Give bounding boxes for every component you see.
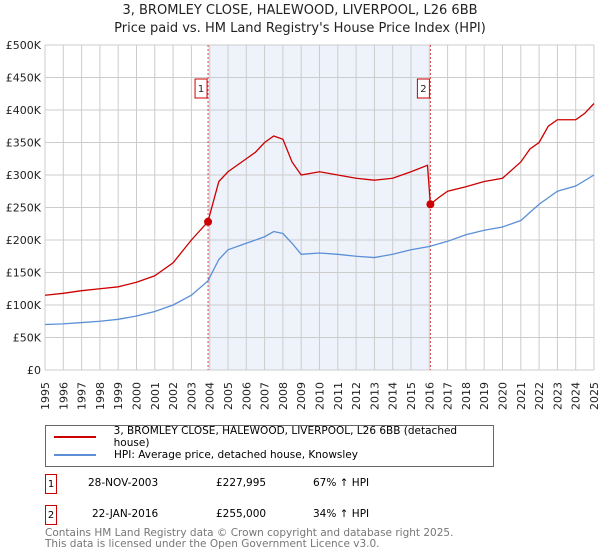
transaction-date: 28-NOV-2003: [88, 477, 159, 489]
y-tick-label: £100K: [6, 299, 42, 312]
transaction-row: 1 28-NOV-2003 £227,995 67% ↑ HPI: [45, 474, 445, 494]
x-tick-label: 2023: [551, 382, 564, 410]
sale-point: [426, 200, 435, 209]
x-tick-label: 2011: [332, 382, 345, 410]
x-tick-label: 2012: [350, 382, 363, 410]
y-tick-label: £250K: [6, 202, 42, 215]
transaction-date: 22-JAN-2016: [92, 508, 159, 520]
y-tick-label: £200K: [6, 234, 42, 247]
x-tick-label: 2008: [277, 382, 290, 410]
x-tick-label: 1997: [76, 382, 89, 410]
x-tick-label: 2007: [259, 382, 272, 410]
x-tick-label: 2022: [533, 382, 546, 410]
series-line-hpi: [44, 174, 595, 326]
x-tick-label: 2014: [387, 382, 400, 410]
footer-line: Contains HM Land Registry data © Crown c…: [45, 527, 454, 539]
x-tick-label: 2003: [185, 382, 198, 410]
sale-point: [204, 217, 213, 226]
x-tick-label: 2002: [167, 382, 180, 410]
x-tick-label: 2015: [405, 382, 418, 410]
x-tick-label: 2017: [442, 382, 455, 410]
transaction-hpi: 34% ↑ HPI: [313, 508, 370, 520]
x-tick-label: 2001: [149, 382, 162, 410]
y-tick-label: £150K: [6, 267, 42, 280]
legend-item-hpi: HPI: Average price, detached house, Know…: [54, 447, 358, 463]
x-tick-label: 1999: [112, 382, 125, 410]
x-tick-label: 2006: [240, 382, 253, 410]
x-tick-label: 2016: [423, 382, 436, 410]
x-tick-label: 2024: [570, 382, 583, 410]
legend-label: 3, BROMLEY CLOSE, HALEWOOD, LIVERPOOL, L…: [113, 425, 458, 449]
x-tick-label: 1995: [39, 382, 52, 410]
marker-badge: 1: [45, 474, 57, 494]
marker-badge-label: 1: [198, 84, 204, 95]
x-tick-label: 2025: [588, 382, 600, 410]
footer-line: This data is licensed under the Open Gov…: [45, 538, 380, 550]
y-tick-label: £0: [27, 364, 41, 377]
transaction-hpi: 67% ↑ HPI: [313, 477, 370, 489]
chart-subtitle: Price paid vs. HM Land Registry's House …: [114, 21, 486, 36]
x-tick-label: 2005: [222, 382, 235, 410]
marker-badge: 2: [45, 505, 57, 525]
x-tick-label: 2000: [131, 382, 144, 410]
footer: Contains HM Land Registry data © Crown c…: [45, 528, 453, 550]
x-tick-label: 2018: [460, 382, 473, 410]
x-tick-label: 2021: [515, 382, 528, 410]
legend-label: HPI: Average price, detached house, Know…: [114, 449, 358, 461]
x-tick-label: 1996: [57, 382, 70, 410]
x-tick-label: 2004: [204, 382, 217, 410]
x-tick-label: 2009: [295, 382, 308, 410]
series-line-property: [44, 103, 595, 296]
transaction-price: £255,000: [216, 508, 267, 520]
marker-badge-box: [194, 78, 208, 99]
transaction-price: £227,995: [216, 477, 267, 489]
x-tick-label: 2013: [368, 382, 381, 410]
legend-swatch: [54, 436, 96, 438]
chart-plot: 1995 1996 1997 1998 1999 2000 2001 2002 2003 2004…: [6, 39, 600, 410]
y-tick-label: £300K: [6, 169, 42, 182]
chart-title: 3, BROMLEY CLOSE, HALEWOOD, LIVERPOOL, L…: [122, 3, 478, 18]
legend: 3, BROMLEY CLOSE, HALEWOOD, LIVERPOOL, L…: [45, 425, 494, 467]
y-tick-label: £450K: [6, 72, 42, 85]
y-tick-label: £500K: [6, 39, 42, 52]
legend-item-property: 3, BROMLEY CLOSE, HALEWOOD, LIVERPOOL, L…: [54, 425, 493, 449]
x-tick-label: 1998: [94, 382, 107, 410]
x-tick-label: 2020: [497, 382, 510, 410]
y-tick-label: £400K: [6, 104, 42, 117]
marker-badge-label: 2: [420, 84, 426, 95]
marker-badge-box: [416, 78, 430, 99]
x-tick-label: 2010: [314, 382, 327, 410]
transaction-row: 2 22-JAN-2016 £255,000 34% ↑ HPI: [45, 505, 445, 525]
legend-swatch: [54, 454, 96, 456]
y-tick-label: £50K: [13, 332, 42, 345]
y-tick-label: £350K: [6, 137, 42, 150]
x-tick-label: 2019: [478, 382, 491, 410]
